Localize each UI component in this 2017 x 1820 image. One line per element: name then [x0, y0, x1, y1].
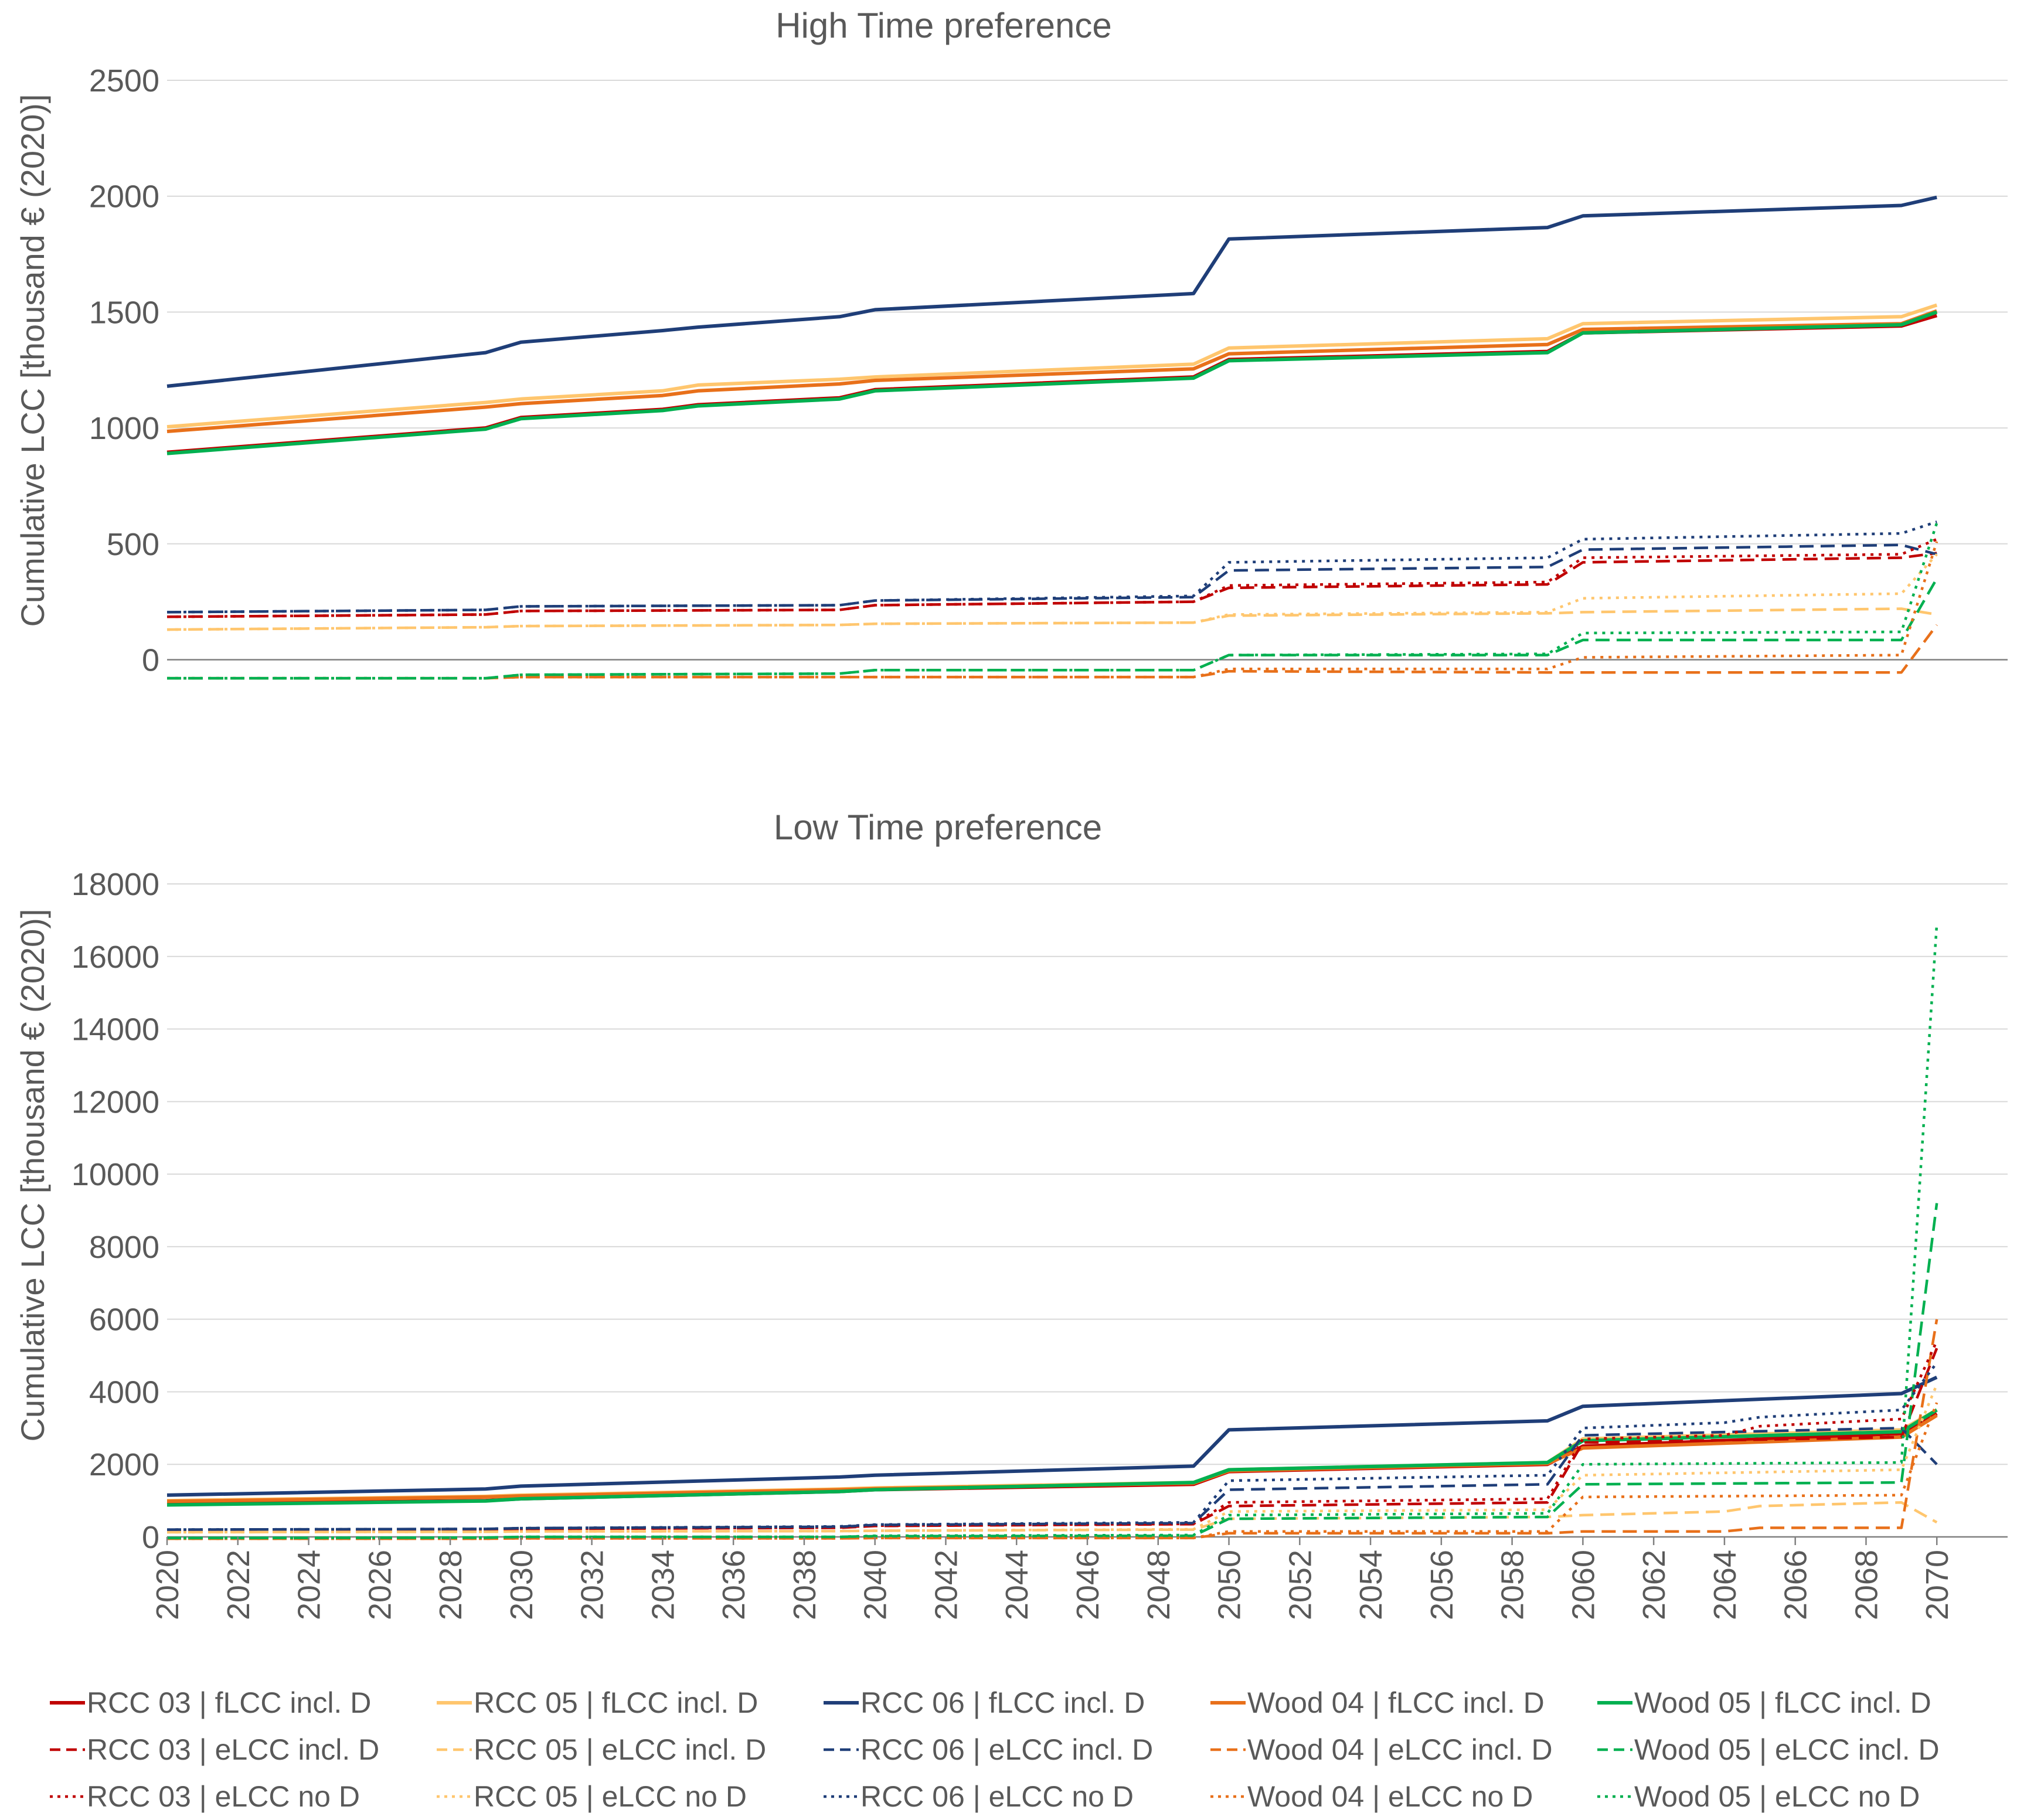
x-tick-label: 2070	[1920, 1550, 1955, 1620]
x-tick-label: 2040	[858, 1550, 893, 1620]
legend-item: Wood 05 | eLCC no D	[1597, 1780, 1920, 1813]
legend-label: Wood 05 | fLCC incl. D	[1634, 1686, 1931, 1719]
series-line	[166, 521, 1937, 614]
legend-label: RCC 06 | eLCC incl. D	[860, 1733, 1153, 1766]
series-line	[167, 522, 1938, 680]
x-tick-label: 2060	[1566, 1550, 1601, 1620]
series-line	[166, 310, 1938, 455]
x-tick-label: 2048	[1141, 1550, 1176, 1620]
series-line	[167, 624, 1938, 680]
series-line	[166, 1408, 1938, 1507]
x-tick-label: 2052	[1283, 1550, 1318, 1620]
y-tick-label: 12000	[72, 1084, 159, 1120]
x-tick-label: 2030	[504, 1550, 539, 1620]
legend-label: Wood 04 | fLCC incl. D	[1247, 1686, 1545, 1719]
legend-item: RCC 06 | eLCC no D	[824, 1780, 1134, 1813]
x-tick-label: 2056	[1424, 1550, 1460, 1620]
y-tick-label: 2500	[89, 63, 159, 98]
x-tick-label: 2046	[1070, 1550, 1106, 1620]
x-tick-label: 2050	[1212, 1550, 1247, 1620]
chart-low-time-preference: Low Time preference Cumulative LCC [thou…	[14, 808, 2008, 1620]
series-line	[166, 303, 1938, 429]
legend-label: RCC 03 | eLCC no D	[87, 1780, 360, 1813]
series-line	[167, 541, 1938, 680]
y-tick-label: 1500	[89, 295, 159, 330]
legend-item: RCC 06 | eLCC incl. D	[824, 1733, 1153, 1766]
legend-item: RCC 03 | fLCC incl. D	[50, 1686, 371, 1719]
series-line	[166, 309, 1938, 433]
y-tick-label: 2000	[89, 179, 159, 215]
x-tick-label: 2054	[1353, 1550, 1389, 1620]
x-tick-label: 2020	[150, 1550, 185, 1620]
legend-item: Wood 04 | fLCC incl. D	[1210, 1686, 1545, 1719]
legend-label: RCC 06 | fLCC incl. D	[860, 1686, 1145, 1719]
legend-item: Wood 05 | fLCC incl. D	[1597, 1686, 1931, 1719]
legend-item: RCC 06 | fLCC incl. D	[824, 1686, 1145, 1719]
series-line	[167, 1319, 1938, 1540]
x-tick-label: 2062	[1637, 1550, 1672, 1620]
series-line	[166, 923, 1938, 1540]
x-tick-label: 2058	[1495, 1550, 1530, 1620]
y-tick-label: 18000	[72, 867, 159, 902]
x-tick-label: 2022	[221, 1550, 256, 1620]
x-tick-label: 2034	[645, 1550, 681, 1620]
series-line	[167, 1402, 1938, 1540]
x-tick-label: 2036	[716, 1550, 751, 1620]
x-tick-label: 2028	[433, 1550, 468, 1620]
chart-title-low: Low Time preference	[774, 808, 1102, 847]
legend-label: Wood 04 | eLCC no D	[1247, 1780, 1533, 1813]
chart-title-high: High Time preference	[775, 6, 1112, 45]
x-tick-label: 2044	[999, 1550, 1035, 1620]
x-tick-label: 2032	[575, 1550, 610, 1620]
x-tick-label: 2066	[1778, 1550, 1814, 1620]
legend-label: Wood 04 | eLCC incl. D	[1247, 1733, 1553, 1766]
y-tick-label: 4000	[89, 1375, 159, 1410]
legend-label: RCC 05 | eLCC no D	[474, 1780, 747, 1813]
x-tick-label: 2038	[787, 1550, 822, 1620]
y-tick-label: 1000	[89, 411, 159, 446]
chart-high-time-preference: High Time preference Cumulative LCC [tho…	[14, 6, 2008, 680]
y-tick-label: 8000	[89, 1230, 159, 1265]
series-line	[166, 538, 1938, 618]
y-axis-label-low: Cumulative LCC [thousand € (2020)]	[14, 909, 51, 1442]
series-line	[166, 543, 1937, 614]
legend-label: Wood 05 | eLCC no D	[1634, 1780, 1920, 1813]
y-tick-label: 0	[142, 1520, 159, 1555]
series-line	[166, 553, 1938, 631]
x-tick-label: 2024	[292, 1550, 327, 1620]
legend-label: RCC 06 | eLCC no D	[860, 1780, 1134, 1813]
legend-item: Wood 04 | eLCC incl. D	[1210, 1733, 1553, 1766]
x-tick-label: 2026	[362, 1550, 397, 1620]
series-line	[166, 1362, 1938, 1531]
x-tick-label: 2068	[1849, 1550, 1885, 1620]
legend-label: RCC 05 | eLCC incl. D	[474, 1733, 766, 1766]
legend-item: Wood 05 | eLCC incl. D	[1597, 1733, 1940, 1766]
y-tick-label: 14000	[72, 1012, 159, 1047]
legend-item: RCC 05 | eLCC incl. D	[437, 1733, 766, 1766]
y-axis-label-high: Cumulative LCC [thousand € (2020)]	[14, 94, 51, 627]
series-line	[166, 552, 1937, 618]
y-tick-label: 6000	[89, 1302, 159, 1338]
y-tick-label: 16000	[72, 940, 159, 975]
chart-legend: RCC 03 | fLCC incl. D RCC 05 | fLCC incl.…	[50, 1686, 1940, 1813]
legend-item: RCC 05 | fLCC incl. D	[437, 1686, 758, 1719]
series-line	[166, 195, 1937, 388]
legend-item: RCC 03 | eLCC no D	[50, 1780, 360, 1813]
legend-item: Wood 04 | eLCC no D	[1210, 1780, 1533, 1813]
y-tick-label: 0	[142, 642, 159, 678]
legend-item: RCC 03 | eLCC incl. D	[50, 1733, 379, 1766]
x-tick-label: 2042	[929, 1550, 964, 1620]
series-line	[166, 1375, 1938, 1497]
y-tick-label: 500	[107, 527, 159, 562]
legend-item: RCC 05 | eLCC no D	[437, 1780, 747, 1813]
x-tick-label: 2064	[1708, 1550, 1743, 1620]
legend-label: Wood 05 | eLCC incl. D	[1634, 1733, 1940, 1766]
legend-label: RCC 03 | eLCC incl. D	[87, 1733, 379, 1766]
legend-label: RCC 03 | fLCC incl. D	[87, 1686, 371, 1719]
y-tick-label: 2000	[89, 1447, 159, 1482]
y-tick-label: 10000	[72, 1157, 159, 1192]
series-line	[166, 1384, 1938, 1534]
legend-label: RCC 05 | fLCC incl. D	[474, 1686, 758, 1719]
